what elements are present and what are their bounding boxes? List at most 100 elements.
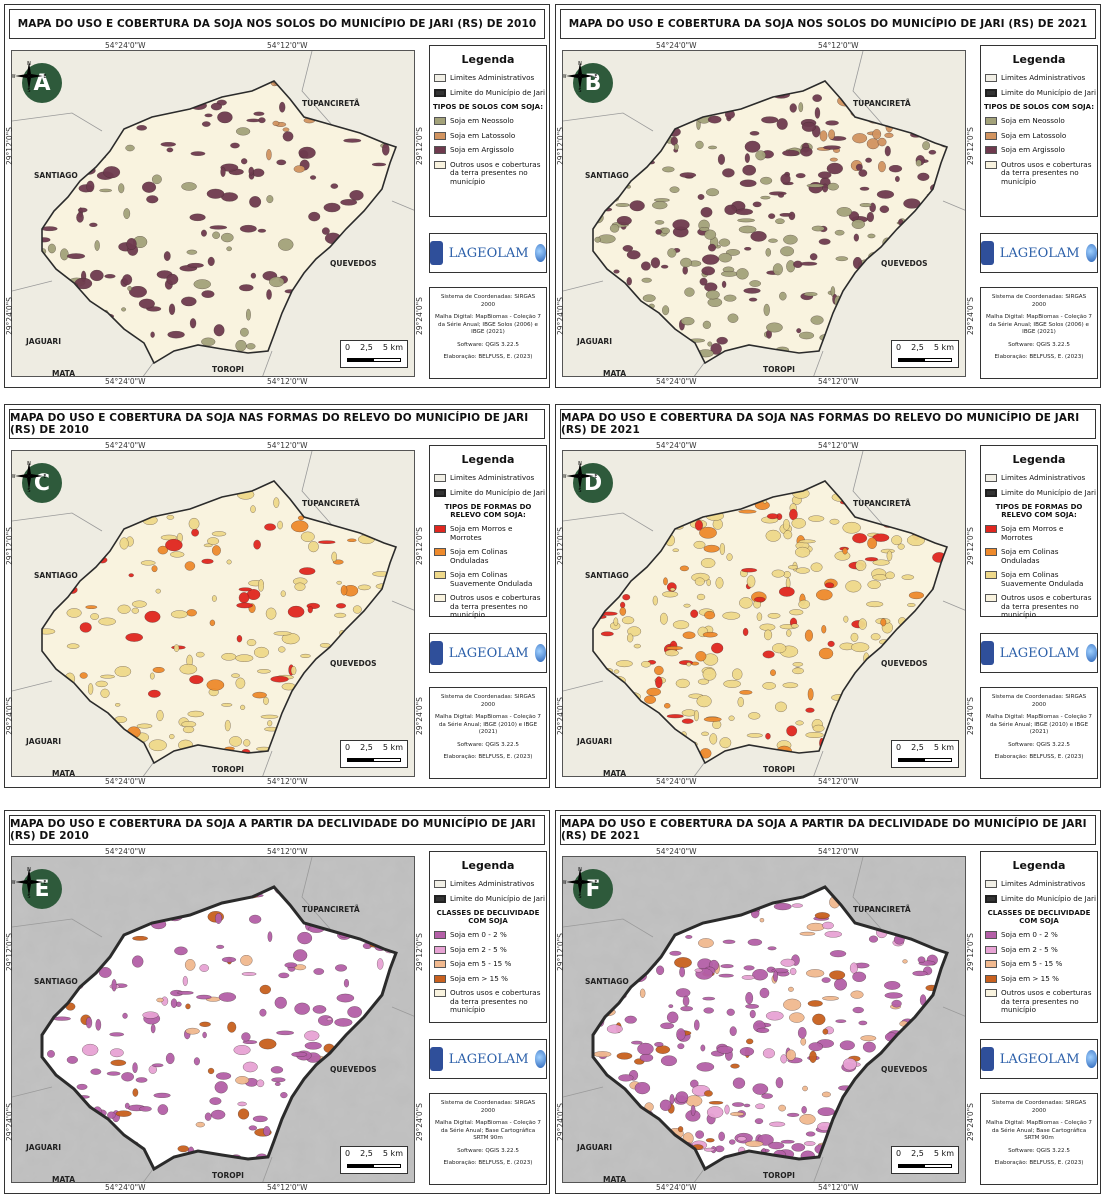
soy-patch [759, 918, 765, 923]
soy-patch [654, 1042, 664, 1047]
soy-patch [132, 955, 144, 968]
soy-patch [650, 257, 661, 269]
soy-patch [150, 1024, 156, 1034]
soy-patch [806, 922, 825, 932]
municipality-boundary [41, 480, 398, 765]
legend-swatch [985, 146, 997, 154]
soy-patch [704, 229, 717, 240]
legend-swatch [434, 74, 446, 82]
soy-patch [210, 1109, 226, 1120]
soy-patch [191, 528, 199, 537]
legend-swatch [985, 974, 997, 983]
soy-patch [250, 505, 256, 513]
soy-patch [236, 127, 251, 136]
meta-elaboration: Elaboração: BELFUSS, E. (2023) [443, 354, 533, 360]
soy-patch [282, 127, 290, 132]
place-label-mata: MATA [52, 1175, 76, 1183]
soy-patch [88, 683, 94, 695]
soy-patch [661, 227, 670, 235]
soy-patch [719, 737, 732, 749]
soy-patch [845, 580, 862, 593]
soy-patch [707, 341, 713, 347]
soy-patch [672, 219, 690, 231]
soy-patch [867, 580, 881, 589]
legend-label: Limite do Município de Jari [1001, 87, 1097, 97]
soy-patch [789, 1012, 805, 1023]
soy-patch [699, 526, 717, 539]
soy-patch [641, 261, 651, 271]
soy-patch [776, 118, 788, 130]
soy-patch [167, 330, 185, 339]
soy-patch [653, 198, 670, 202]
soy-patch [182, 726, 195, 734]
soy-patch [821, 625, 827, 634]
scale-number: 0 [345, 343, 351, 352]
soy-patch [706, 579, 711, 587]
soy-patch [660, 1022, 675, 1030]
coord-bottom-right: 54°12'0"W [818, 777, 859, 786]
municipality-boundary [40, 885, 398, 1172]
soy-patch [730, 1111, 745, 1117]
scale-number: 5 km [933, 343, 954, 352]
soy-patch [622, 245, 633, 252]
soy-patch [104, 274, 116, 279]
soy-patch [343, 138, 362, 143]
place-label-toropi: TOROPI [763, 365, 795, 374]
soy-patch [872, 559, 890, 566]
soy-patch [256, 1079, 265, 1088]
soy-patch [211, 531, 227, 537]
soy-patch [42, 226, 58, 232]
soy-patch [221, 653, 237, 661]
legend-item-other-uses: Outros usos e coberturas da terra presen… [434, 160, 546, 187]
soy-patch [839, 1040, 855, 1051]
soy-patch [166, 273, 179, 285]
legend-label: Soja em 5 - 15 % [1001, 959, 1063, 968]
compass-rose-icon: N S W E [12, 61, 46, 93]
soy-patch [779, 586, 795, 597]
legend-swatch [434, 945, 446, 954]
legend-item-soy: Soja em 0 - 2 % [985, 930, 1097, 940]
legend-item-limits-admin: Limites Administrativos [985, 473, 1097, 483]
soy-patch [805, 1131, 816, 1137]
legend-label: Limite do Município de Jari [450, 487, 546, 497]
soy-patch [868, 935, 879, 943]
soy-patch [98, 617, 116, 626]
legend-section-title: TIPOS DE SOLOS COM SOJA: [983, 103, 1095, 111]
legend-section-title: CLASSES DE DECLIVIDADE COM SOJA [987, 909, 1091, 925]
soy-patch [696, 593, 706, 601]
soy-patch [127, 286, 132, 291]
soy-patch [253, 111, 265, 116]
soy-patch [646, 687, 661, 696]
soy-patch [791, 903, 803, 908]
place-label-santiago: SANTIAGO [34, 571, 78, 580]
soy-patch [766, 322, 783, 333]
soy-patch [699, 227, 710, 232]
admin-limit-line [813, 350, 824, 376]
soy-patch [184, 561, 196, 571]
soy-patch [842, 521, 861, 534]
soy-patch [221, 232, 234, 243]
legend-section-title: CLASSES DE DECLIVIDADE COM SOJA [436, 909, 540, 925]
soy-patch [818, 238, 831, 245]
soy-patch [266, 149, 272, 161]
soy-patch [241, 158, 248, 165]
soy-patch [100, 688, 110, 698]
soy-patch [743, 1103, 751, 1108]
soy-patch [136, 125, 147, 131]
soy-patch [240, 955, 253, 966]
legend-label: Outros usos e coberturas da terra presen… [450, 593, 541, 619]
soy-patch [235, 1076, 250, 1085]
soy-patch [201, 337, 216, 346]
soy-patch [165, 1052, 175, 1065]
soy-patch [727, 313, 739, 323]
globe-icon [1085, 1050, 1097, 1068]
legend-box: Legenda Limites Administrativos Limite do … [980, 445, 1098, 619]
soy-patch [300, 531, 315, 542]
soy-patch [711, 642, 724, 654]
soy-patch [724, 204, 737, 215]
legend-swatch [985, 894, 997, 903]
soy-patch [125, 144, 135, 152]
soy-patch [291, 1051, 308, 1057]
soy-patch [790, 623, 799, 629]
soy-patch [308, 211, 321, 222]
